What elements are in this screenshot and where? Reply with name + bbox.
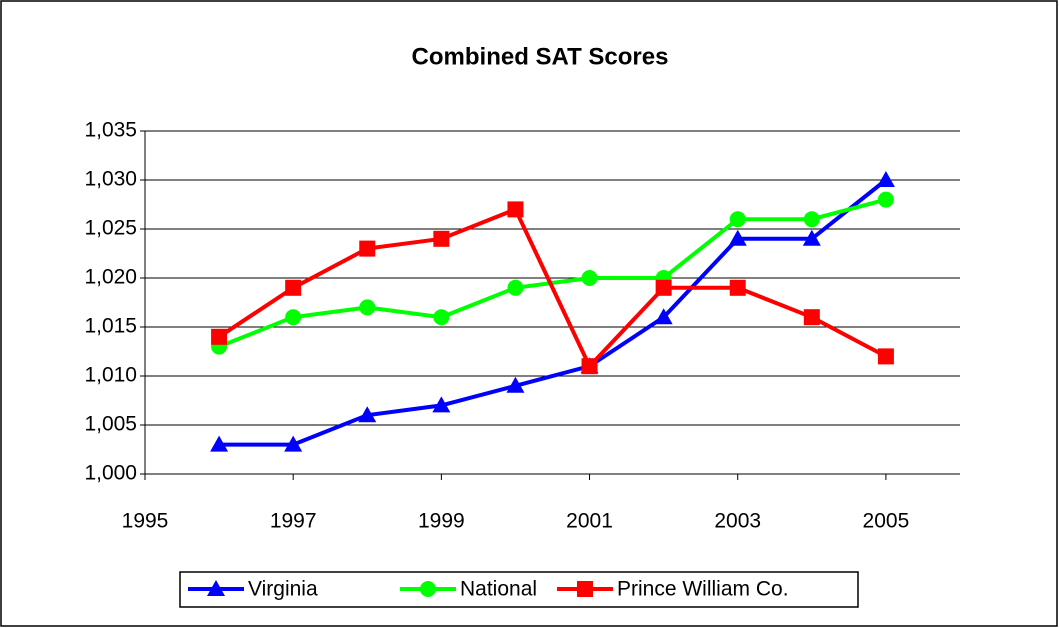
data-point [358, 406, 377, 423]
legend-label: Prince William Co. [617, 578, 789, 601]
data-point [655, 279, 672, 296]
y-tick-label: 1,010 [84, 364, 137, 387]
legend-label: Virginia [248, 578, 318, 601]
data-point [285, 309, 302, 326]
series-line [219, 178, 888, 447]
legend-box [179, 571, 859, 608]
data-point [211, 328, 228, 345]
data-point [433, 309, 450, 326]
x-tick-label: 1995 [122, 510, 169, 533]
y-tick-label: 1,020 [84, 266, 137, 289]
y-tick-label: 1,000 [84, 462, 137, 485]
data-point [284, 435, 303, 452]
data-point [802, 229, 821, 246]
data-point [729, 211, 746, 228]
data-point [877, 191, 894, 208]
x-tick-label: 2001 [566, 510, 613, 533]
legend-marker [207, 580, 225, 596]
data-point [877, 348, 894, 365]
x-tick-label: 1997 [270, 510, 317, 533]
x-tick-label: 2005 [863, 510, 910, 533]
y-tick-label: 1,035 [84, 119, 137, 142]
x-tick-label: 1999 [418, 510, 465, 533]
data-point [581, 358, 598, 375]
data-point [581, 270, 598, 286]
y-tick-label: 1,015 [84, 315, 137, 338]
legend-marker [577, 581, 593, 597]
series-line [218, 197, 887, 349]
data-point [359, 299, 376, 316]
chart-title: Combined SAT Scores [412, 43, 669, 70]
y-tick-label: 1,025 [84, 217, 137, 240]
data-point [803, 309, 820, 326]
data-point [507, 279, 524, 296]
data-point [507, 201, 524, 218]
data-point [210, 435, 229, 452]
legend-marker [420, 581, 436, 597]
data-point [803, 211, 820, 228]
data-point [432, 396, 451, 413]
data-point [359, 240, 376, 257]
x-tick-label: 2003 [714, 510, 761, 533]
data-point [876, 171, 895, 187]
data-point [433, 230, 450, 247]
series-line [217, 206, 887, 370]
data-point [728, 229, 747, 246]
data-point [654, 308, 673, 325]
legend-label: National [460, 578, 537, 601]
data-point [285, 279, 302, 296]
y-tick-label: 1,030 [84, 168, 137, 191]
y-tick-label: 1,005 [84, 413, 137, 436]
data-point [729, 279, 746, 296]
data-point [506, 376, 525, 393]
